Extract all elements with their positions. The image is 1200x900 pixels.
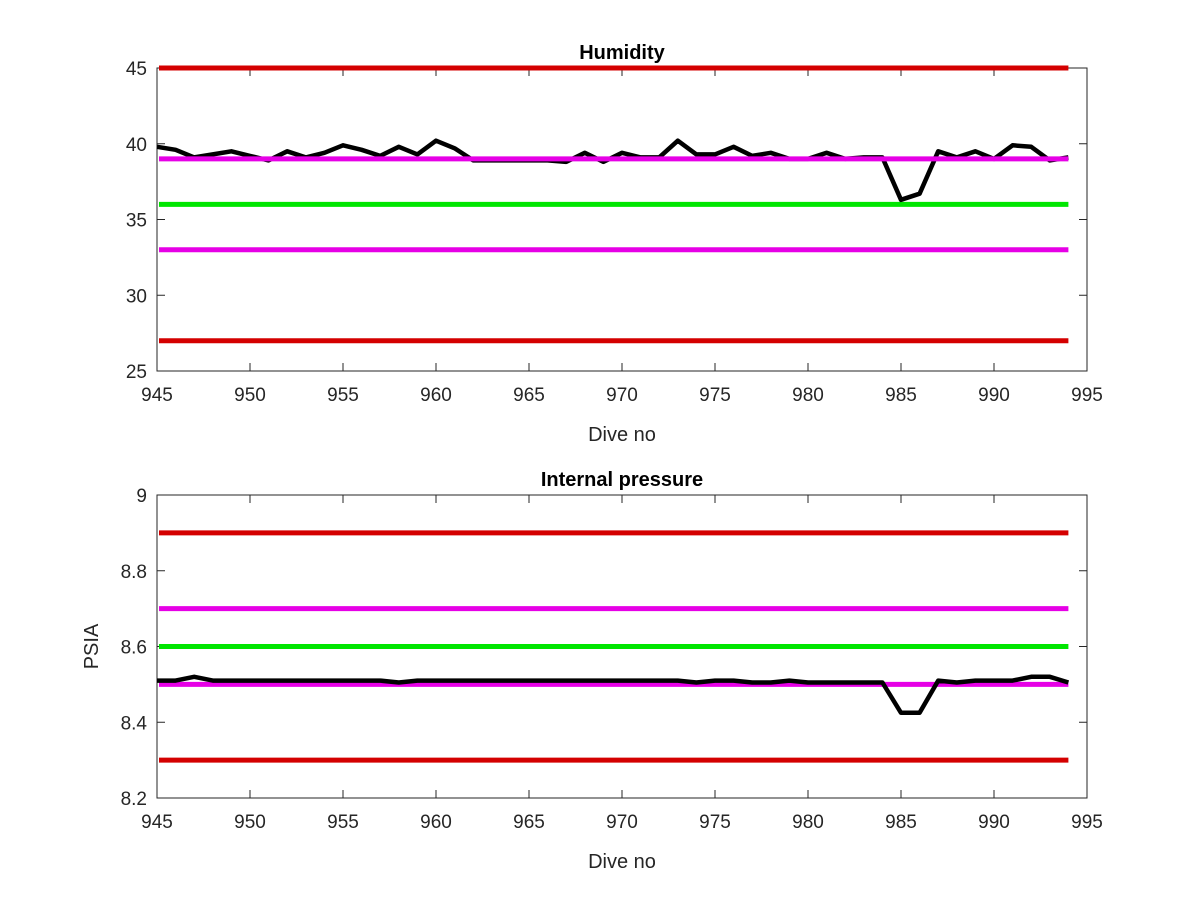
x-tick-label: 950 [234, 385, 266, 406]
humidity-plot: 945 950 955 960 965 970 975 980 985 990 995 25 30 35 4… [126, 42, 1103, 446]
data-series-line [157, 674, 1070, 716]
x-tick-label: 945 [141, 385, 173, 406]
y-tick-label: 9 [136, 486, 147, 507]
axes-box [156, 67, 1088, 372]
x-tick-label: 990 [978, 812, 1010, 833]
data-series-line [156, 138, 1069, 203]
x-tick-label: 985 [885, 812, 917, 833]
x-tick-label: 995 [1071, 385, 1103, 406]
x-tick-label: 970 [606, 385, 638, 406]
x-tick-label: 960 [420, 812, 452, 833]
internal-pressure-plot: 945 950 955 960 965 970 975 980 985 990 995 8.2 8.4 8… [81, 469, 1103, 873]
x-tick-label: 985 [885, 385, 917, 406]
y-tick-label: 30 [126, 286, 147, 307]
y-tick-label: 45 [126, 59, 147, 80]
y-tick-label: 8.8 [121, 562, 147, 583]
x-tick-label: 960 [420, 385, 452, 406]
x-tick-label: 980 [792, 385, 824, 406]
x-tick-label: 980 [792, 812, 824, 833]
chart-title: Internal pressure [541, 469, 703, 491]
x-tick-label: 965 [513, 385, 545, 406]
y-tick-label: 25 [126, 362, 147, 383]
y-tick-label: 8.4 [121, 713, 148, 734]
y-tick-label: 35 [126, 211, 147, 232]
x-tick-label: 975 [699, 812, 731, 833]
x-tick-label: 945 [141, 812, 173, 833]
x-tick-label: 950 [234, 812, 266, 833]
x-tick-label: 975 [699, 385, 731, 406]
x-axis-label: Dive no [588, 851, 656, 873]
x-axis-label: Dive no [588, 424, 656, 446]
x-tick-label: 965 [513, 812, 545, 833]
y-tick-label: 8.6 [121, 638, 147, 659]
x-tick-label: 955 [327, 812, 359, 833]
x-tick-label: 955 [327, 385, 359, 406]
chart-title: Humidity [579, 42, 665, 64]
y-axis-label: PSIA [81, 623, 103, 669]
x-tick-label: 990 [978, 385, 1010, 406]
x-tick-label: 995 [1071, 812, 1103, 833]
y-tick-label: 8.2 [121, 789, 147, 810]
y-tick-label: 40 [126, 135, 147, 156]
x-tick-label: 970 [606, 812, 638, 833]
